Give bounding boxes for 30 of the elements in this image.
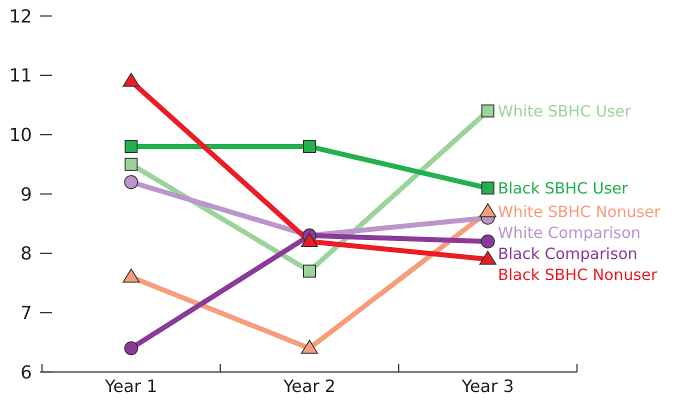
- y-tick-label: 6: [20, 362, 32, 384]
- y-tick-label: 7: [20, 302, 32, 324]
- series-label: Black SBHC Nonuser: [498, 266, 658, 284]
- x-tick-label: Year 3: [460, 377, 514, 397]
- series-label: White Comparison: [498, 224, 641, 242]
- y-tick-label: 8: [20, 244, 32, 265]
- point: [303, 140, 316, 154]
- series-label: Black SBHC User: [498, 179, 629, 198]
- point: [124, 158, 138, 171]
- point: [481, 182, 494, 195]
- point: [303, 264, 316, 278]
- x-tick-label: Year 1: [104, 377, 158, 397]
- series-label: White SBHC User: [498, 102, 632, 120]
- y-tick-label: 10: [9, 124, 32, 146]
- point: [480, 234, 495, 248]
- point: [479, 250, 496, 265]
- point: [301, 232, 318, 247]
- point: [124, 341, 138, 356]
- series-label: Black Comparison: [498, 245, 638, 264]
- point: [124, 175, 138, 190]
- point: [122, 268, 140, 283]
- y-tick-label: 9: [20, 184, 32, 206]
- point: [301, 340, 318, 354]
- x-tick-label: Year 2: [282, 377, 336, 397]
- series-label: White SBHC Nonuser: [498, 203, 662, 222]
- y-tick-label: 12: [9, 6, 32, 28]
- y-tick-label: 11: [9, 66, 32, 87]
- point: [124, 140, 138, 154]
- point: [479, 203, 496, 218]
- point: [481, 104, 494, 118]
